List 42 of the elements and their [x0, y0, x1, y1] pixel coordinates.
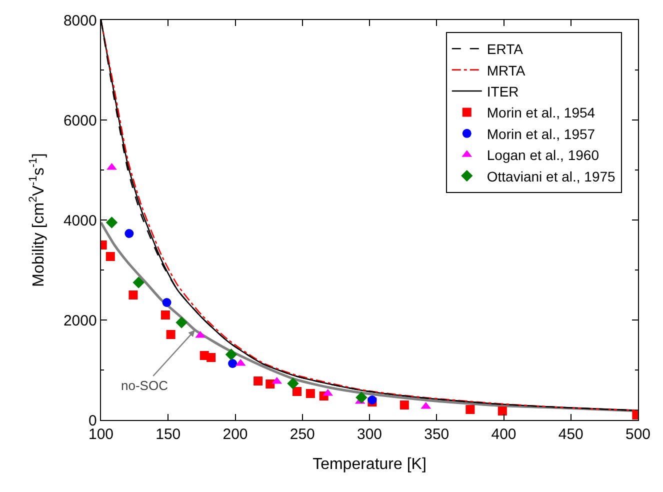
point — [206, 353, 216, 362]
x-tick-label: 400 — [491, 426, 516, 444]
point — [176, 316, 188, 328]
legend-label: Ottaviani et al., 1975 — [486, 168, 616, 184]
point — [228, 359, 238, 368]
legend-label: MRTA — [486, 62, 526, 78]
x-tick-label: 150 — [156, 426, 181, 444]
point — [124, 229, 134, 238]
legend-label: ERTA — [486, 41, 524, 58]
legend-label: Morin et al., 1954 — [486, 104, 596, 121]
point — [225, 348, 238, 360]
point — [128, 290, 138, 300]
point — [287, 378, 299, 390]
point — [266, 380, 275, 388]
x-tick-label: 350 — [424, 426, 450, 444]
y-tick-label: 8000 — [63, 12, 97, 30]
point — [106, 216, 118, 228]
point — [498, 406, 507, 416]
point — [254, 376, 263, 386]
x-tick-label: 200 — [222, 426, 248, 444]
y-tick-label: 4000 — [63, 212, 97, 230]
legend-label: ITER — [486, 83, 519, 100]
y-tick-label: 6000 — [63, 112, 97, 130]
x-tick-label: 450 — [558, 426, 584, 444]
x-axis-title: Temperature [K] — [312, 456, 426, 473]
point — [162, 298, 172, 307]
x-tick-label: 300 — [356, 426, 382, 444]
point — [466, 405, 475, 414]
legend-label: Morin et al., 1957 — [486, 126, 596, 142]
point — [292, 387, 302, 396]
legend-label: Logan et al., 1960 — [486, 147, 600, 164]
point — [166, 330, 176, 339]
y-tick-label: 2000 — [63, 312, 97, 330]
point — [306, 389, 315, 398]
point — [160, 310, 170, 320]
point — [132, 276, 144, 288]
point — [106, 252, 115, 261]
point — [400, 400, 409, 410]
annotation: no-SOC — [121, 378, 168, 393]
x-tick-label: 250 — [290, 426, 315, 444]
x-tick-label: 500 — [625, 426, 651, 444]
point — [356, 392, 368, 404]
